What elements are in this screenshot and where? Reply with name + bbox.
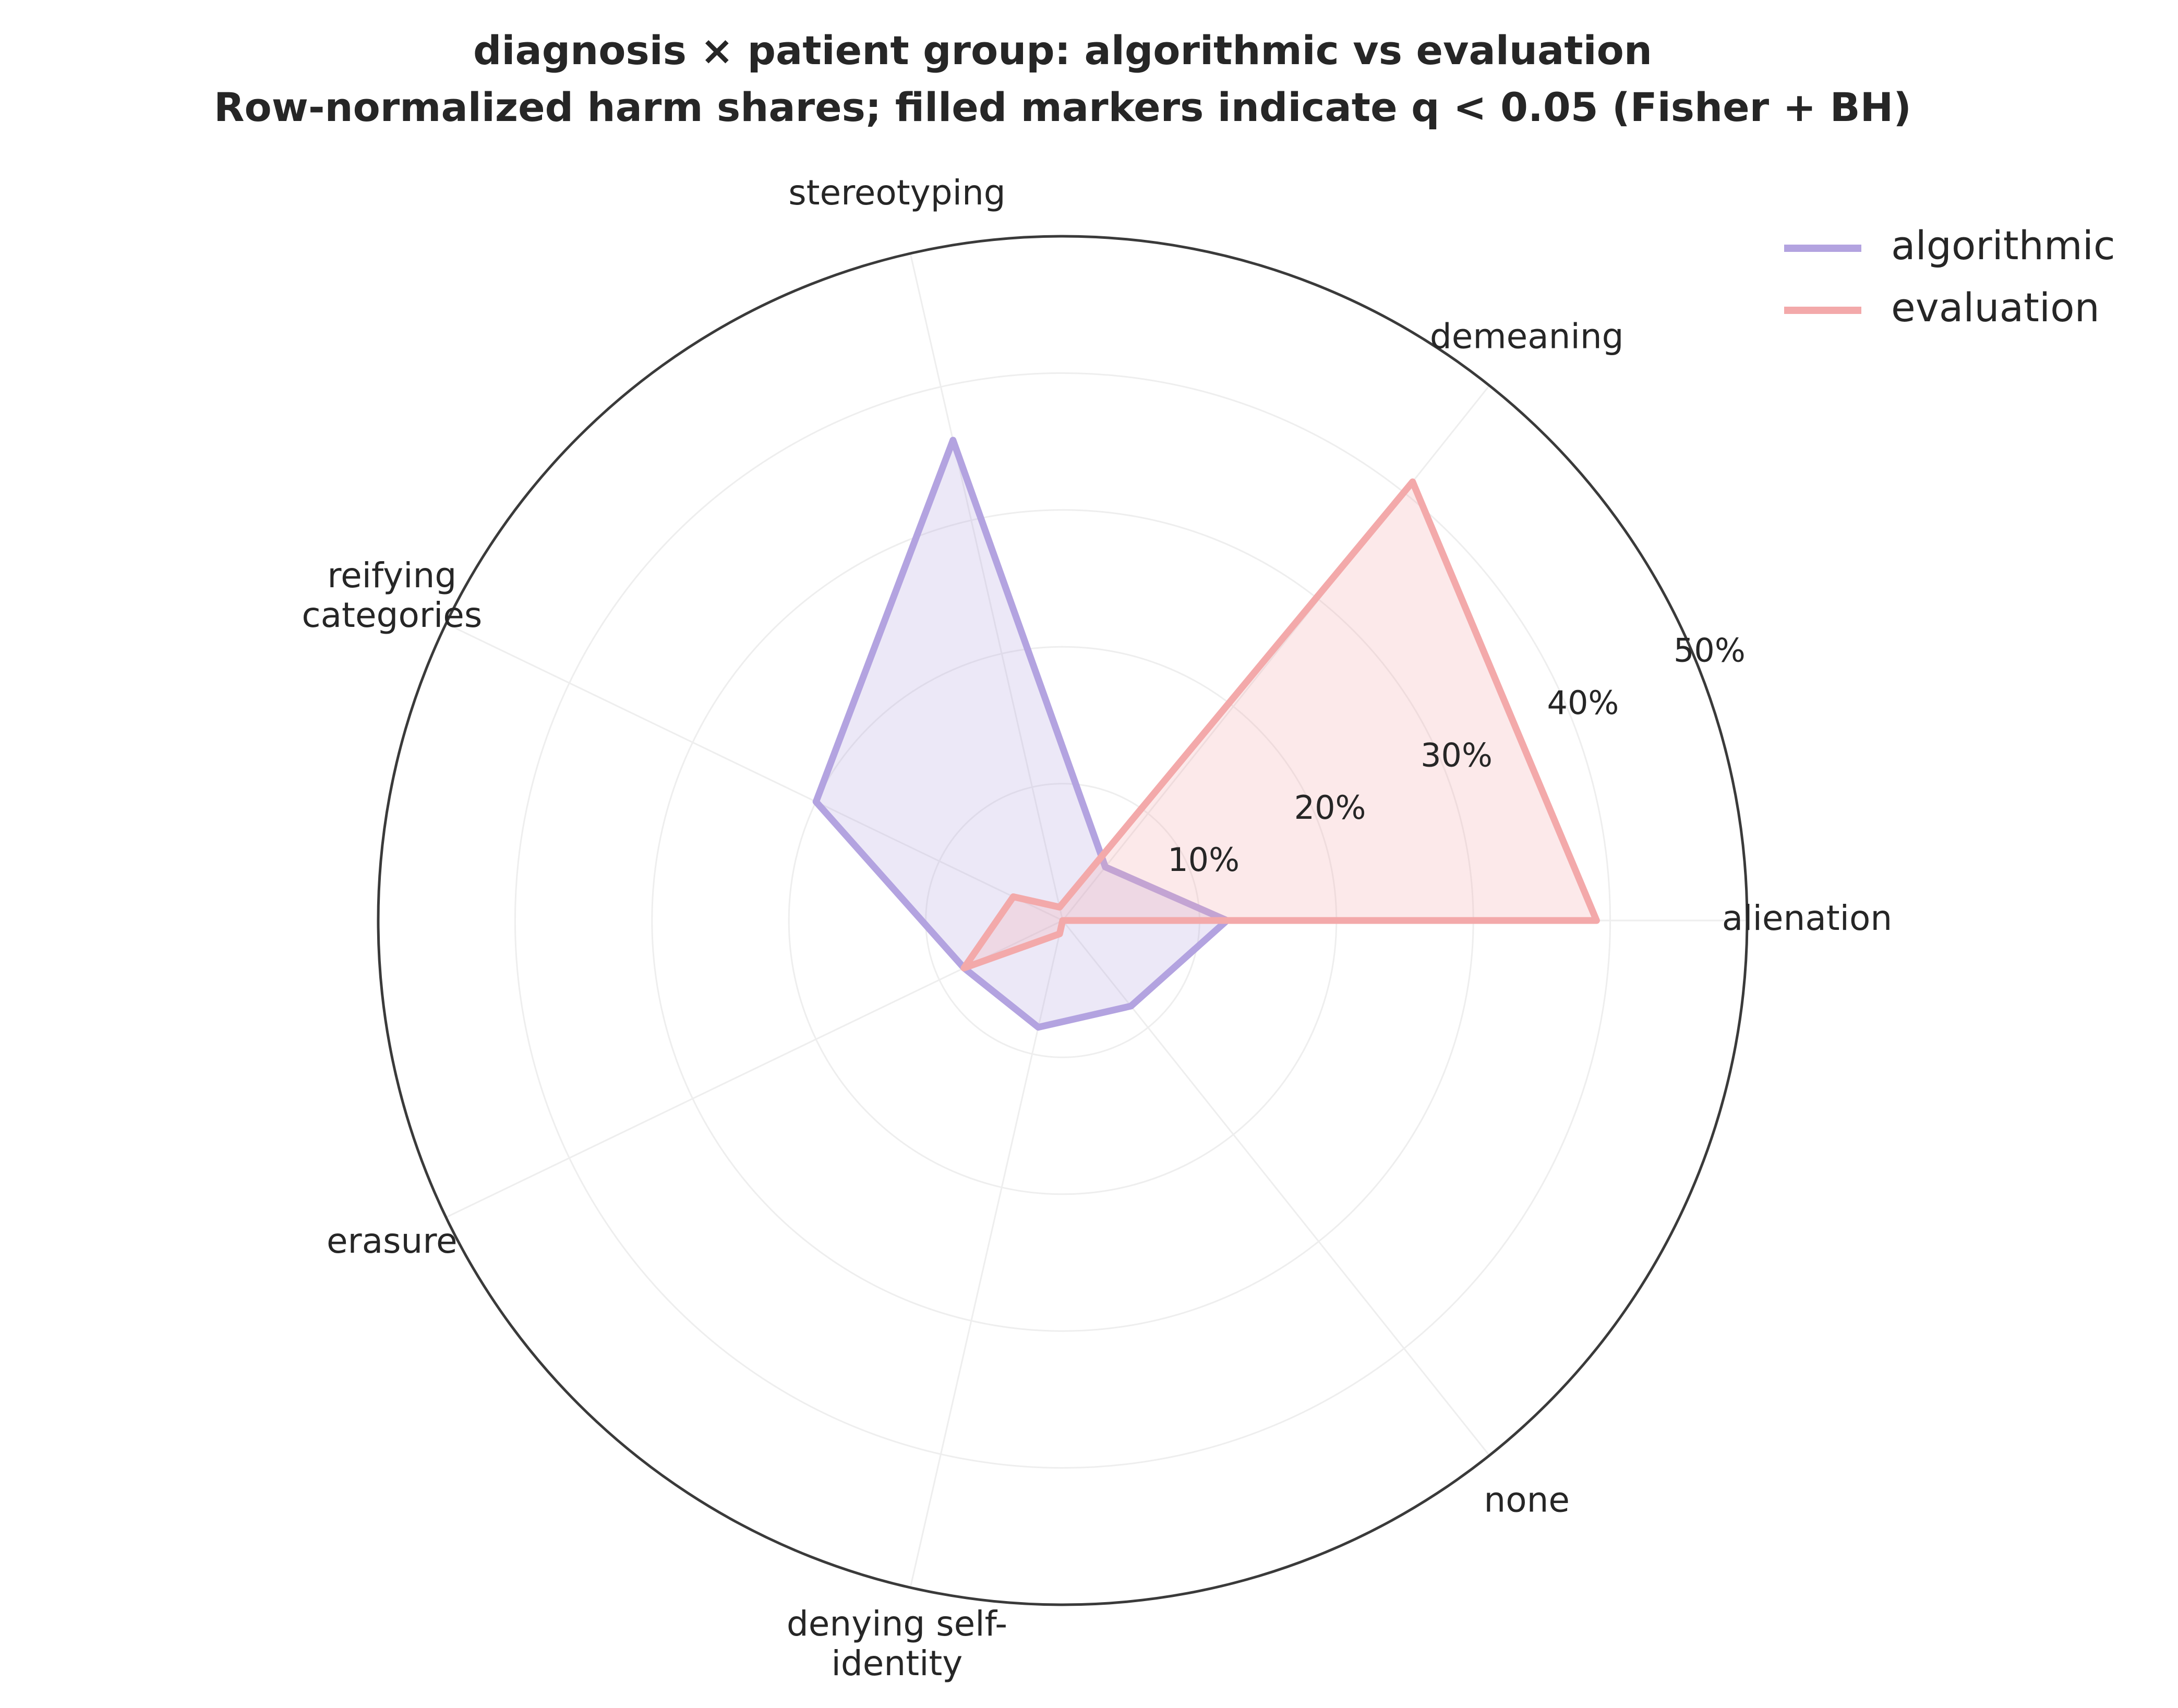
grid-spoke-7 [1062,920,1490,1456]
series-evaluation-polygon [960,478,1600,972]
chart-subtitle: Row-normalized harm shares; filled marke… [214,84,1911,130]
r-tick-label-50: 50% [1674,632,1746,670]
r-tick-label-10: 10% [1168,841,1240,879]
r-tick-label-20: 20% [1294,789,1366,827]
grid-spoke-5 [446,919,1063,1218]
chart-title: diagnosis × patient group: algorithmic v… [473,27,1652,74]
category-labels: alienation demeaning stereotyping reifying c… [302,173,1892,1683]
r-tick-label-30: 30% [1421,736,1493,774]
category-label-reifying-categories: reifying categories [302,555,482,635]
legend: algorithmic evaluation [1784,222,2115,331]
category-label-demeaning: demeaning [1430,316,1624,356]
category-label-stereotyping: stereotyping [788,173,1005,213]
grid-spoke-3 [909,253,1064,921]
legend-label-algorithmic: algorithmic [1891,222,2115,269]
outer-ring [377,235,1749,1606]
category-label-erasure: erasure [327,1221,458,1261]
radial-tick-labels: 10% 20% 30% 40% 50% [1168,632,1746,879]
series-algorithmic-polygon [812,437,1231,1031]
series-layer [812,437,1600,1031]
category-label-alienation: alienation [1722,898,1892,938]
legend-label-evaluation: evaluation [1891,284,2100,331]
category-label-denying-self-identity: denying self-identity [787,1604,1007,1683]
grid-spoke-6 [909,920,1064,1588]
category-label-none: none [1484,1480,1570,1520]
r-tick-label-40: 40% [1547,684,1619,722]
grid-spoke-2 [1062,385,1490,921]
grid-spoke-4 [446,623,1063,922]
